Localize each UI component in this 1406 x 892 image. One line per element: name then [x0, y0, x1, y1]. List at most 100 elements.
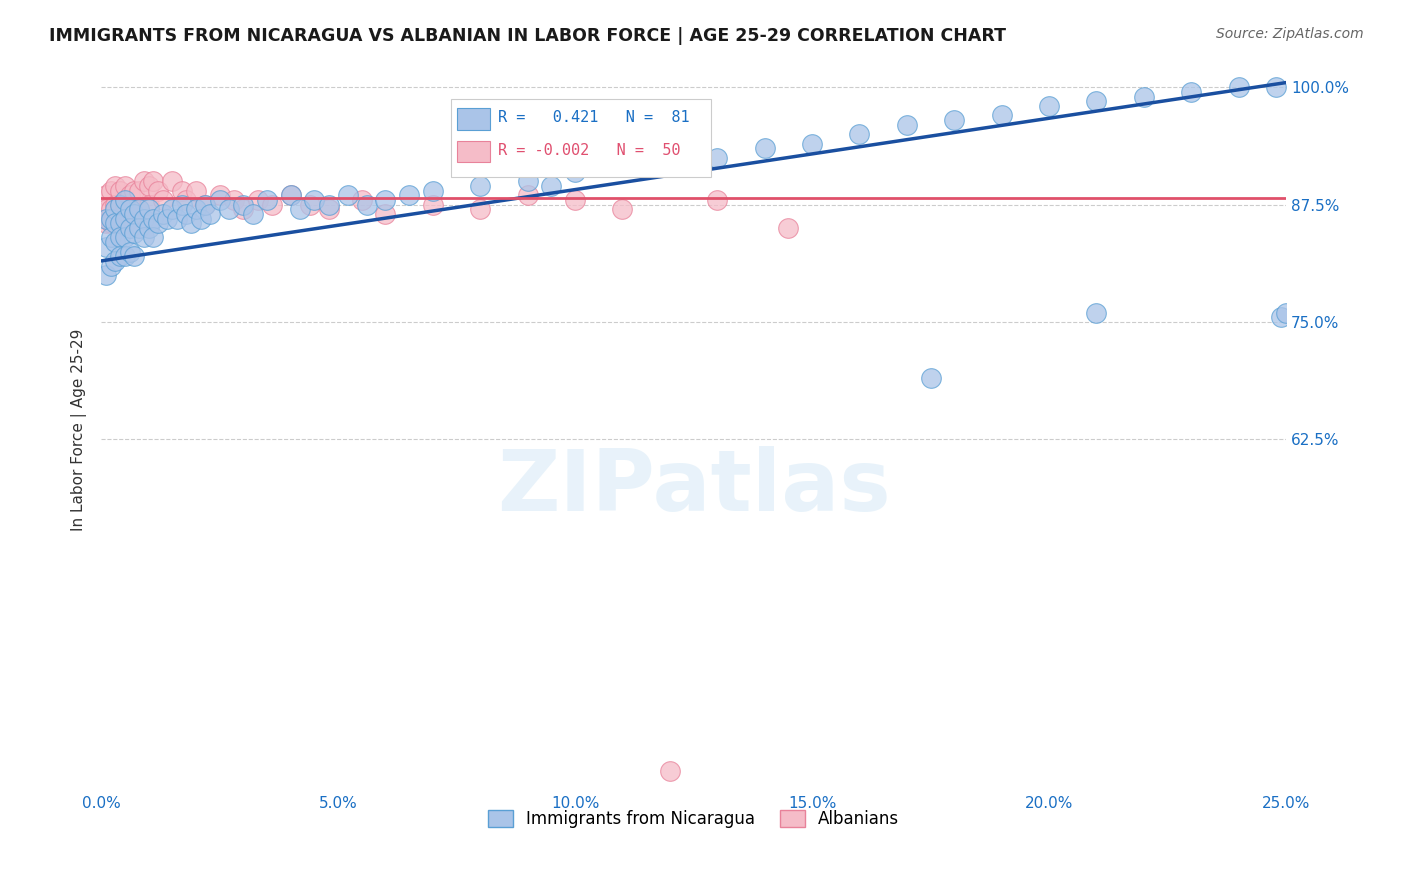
Point	[208, 188, 231, 202]
Point	[706, 151, 728, 165]
Point	[108, 216, 131, 230]
Point	[1180, 85, 1202, 99]
Point	[540, 178, 562, 193]
Point	[280, 188, 302, 202]
Point	[160, 174, 183, 188]
Point	[108, 184, 131, 198]
Point	[132, 174, 155, 188]
Point	[356, 197, 378, 211]
Point	[470, 202, 492, 217]
Point	[128, 184, 150, 198]
Point	[1275, 305, 1298, 319]
Point	[422, 184, 444, 198]
Point	[152, 193, 174, 207]
Point	[422, 197, 444, 211]
Point	[943, 113, 966, 128]
Point	[142, 211, 165, 226]
Point	[896, 118, 918, 132]
Point	[156, 211, 179, 226]
Point	[104, 197, 127, 211]
Point	[94, 202, 117, 217]
Point	[612, 160, 634, 174]
Point	[350, 193, 373, 207]
Point	[124, 249, 146, 263]
Point	[194, 197, 217, 211]
FancyBboxPatch shape	[451, 99, 711, 177]
Point	[108, 216, 131, 230]
Point	[100, 184, 122, 198]
Point	[108, 249, 131, 263]
Point	[128, 202, 150, 217]
Point	[1265, 80, 1288, 95]
Text: Source: ZipAtlas.com: Source: ZipAtlas.com	[1216, 27, 1364, 41]
Point	[142, 174, 165, 188]
Point	[658, 155, 681, 169]
Point	[138, 197, 160, 211]
Text: ZIPatlas: ZIPatlas	[496, 446, 890, 529]
Point	[124, 207, 146, 221]
Point	[242, 207, 264, 221]
Point	[1038, 99, 1060, 113]
Point	[516, 188, 538, 202]
Point	[516, 174, 538, 188]
Point	[146, 184, 169, 198]
Point	[180, 216, 202, 230]
Point	[1227, 80, 1250, 95]
Point	[114, 178, 136, 193]
Point	[184, 202, 207, 217]
Point	[138, 178, 160, 193]
Point	[176, 193, 198, 207]
Point	[260, 197, 283, 211]
Point	[190, 211, 212, 226]
Point	[398, 188, 420, 202]
Point	[108, 230, 131, 244]
Point	[176, 207, 198, 221]
Point	[114, 216, 136, 230]
Text: IMMIGRANTS FROM NICARAGUA VS ALBANIAN IN LABOR FORCE | AGE 25-29 CORRELATION CHA: IMMIGRANTS FROM NICARAGUA VS ALBANIAN IN…	[49, 27, 1007, 45]
Point	[218, 202, 240, 217]
Point	[198, 207, 221, 221]
Point	[1270, 310, 1292, 325]
Point	[104, 202, 127, 217]
Point	[318, 202, 340, 217]
Point	[138, 221, 160, 235]
FancyBboxPatch shape	[457, 141, 489, 162]
Point	[104, 216, 127, 230]
Point	[612, 202, 634, 217]
Point	[170, 184, 193, 198]
Point	[246, 193, 269, 207]
Point	[336, 188, 359, 202]
Point	[754, 141, 776, 155]
Point	[114, 193, 136, 207]
Point	[108, 197, 131, 211]
Point	[374, 193, 396, 207]
Point	[118, 188, 141, 202]
Point	[184, 184, 207, 198]
Point	[124, 184, 146, 198]
Point	[170, 197, 193, 211]
Point	[100, 230, 122, 244]
Point	[298, 197, 321, 211]
Point	[124, 226, 146, 240]
Point	[118, 211, 141, 226]
Point	[280, 188, 302, 202]
Point	[146, 216, 169, 230]
Point	[318, 197, 340, 211]
Point	[1132, 89, 1154, 103]
Point	[138, 202, 160, 217]
Point	[564, 165, 586, 179]
Point	[232, 202, 254, 217]
Point	[256, 193, 278, 207]
Point	[104, 216, 127, 230]
Point	[104, 178, 127, 193]
Point	[374, 207, 396, 221]
Point	[222, 193, 245, 207]
Point	[706, 193, 728, 207]
Point	[132, 211, 155, 226]
Point	[1085, 95, 1108, 109]
Point	[100, 259, 122, 273]
Point	[114, 197, 136, 211]
Point	[100, 211, 122, 226]
Point	[94, 268, 117, 282]
Point	[152, 207, 174, 221]
